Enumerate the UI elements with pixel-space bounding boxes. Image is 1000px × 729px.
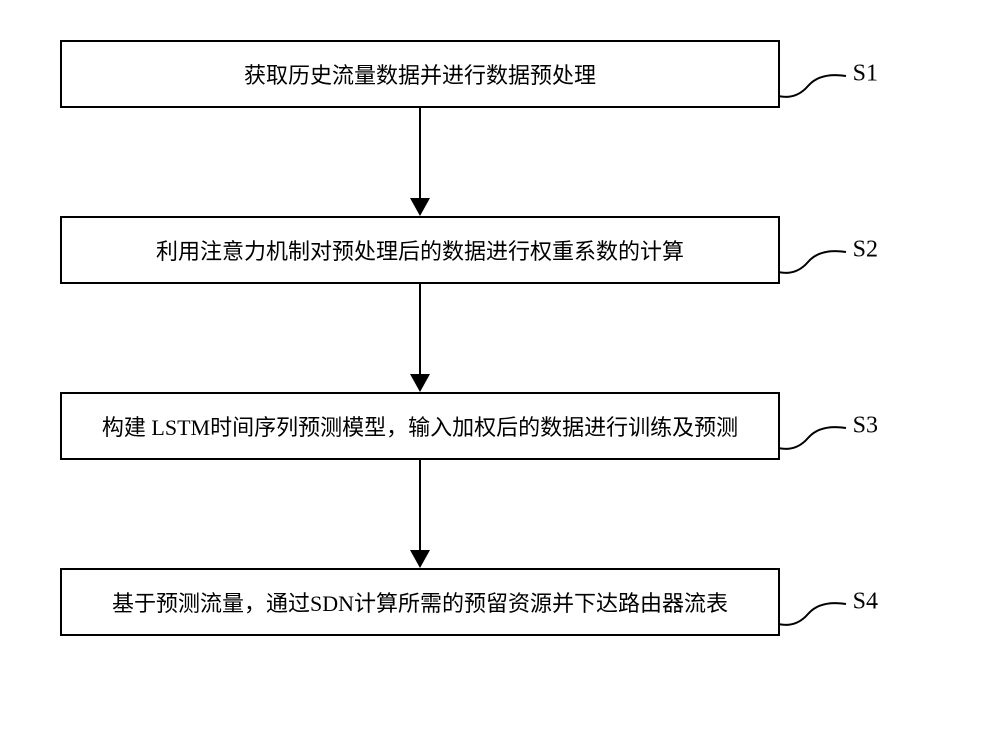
arrow xyxy=(60,284,780,392)
step-box: 构建 LSTM时间序列预测模型，输入加权后的数据进行训练及预测 S3 xyxy=(60,392,780,460)
step-label: S1 xyxy=(853,61,878,88)
arrow-head-icon xyxy=(410,198,430,216)
step-box: 利用注意力机制对预处理后的数据进行权重系数的计算 S2 xyxy=(60,216,780,284)
step-text: 获取历史流量数据并进行数据预处理 xyxy=(244,58,596,90)
step-text: 构建 LSTM时间序列预测模型，输入加权后的数据进行训练及预测 xyxy=(102,410,738,442)
step-label: S4 xyxy=(853,589,878,616)
arrow-head-icon xyxy=(410,550,430,568)
arrow-line xyxy=(419,284,421,376)
label-connector xyxy=(778,70,848,102)
label-connector xyxy=(778,246,848,278)
flowchart-container: 获取历史流量数据并进行数据预处理 S1 利用注意力机制对预处理后的数据进行权重系… xyxy=(60,40,900,636)
arrow xyxy=(60,460,780,568)
step-text: 基于预测流量，通过SDN计算所需的预留资源并下达路由器流表 xyxy=(112,586,728,618)
arrow-line xyxy=(419,108,421,200)
arrow-line xyxy=(419,460,421,552)
step-box: 获取历史流量数据并进行数据预处理 S1 xyxy=(60,40,780,108)
label-connector xyxy=(778,598,848,630)
step-box: 基于预测流量，通过SDN计算所需的预留资源并下达路由器流表 S4 xyxy=(60,568,780,636)
step-label: S2 xyxy=(853,237,878,264)
step-text: 利用注意力机制对预处理后的数据进行权重系数的计算 xyxy=(156,234,684,266)
step-label: S3 xyxy=(853,413,878,440)
label-connector xyxy=(778,422,848,454)
arrow xyxy=(60,108,780,216)
arrow-head-icon xyxy=(410,374,430,392)
